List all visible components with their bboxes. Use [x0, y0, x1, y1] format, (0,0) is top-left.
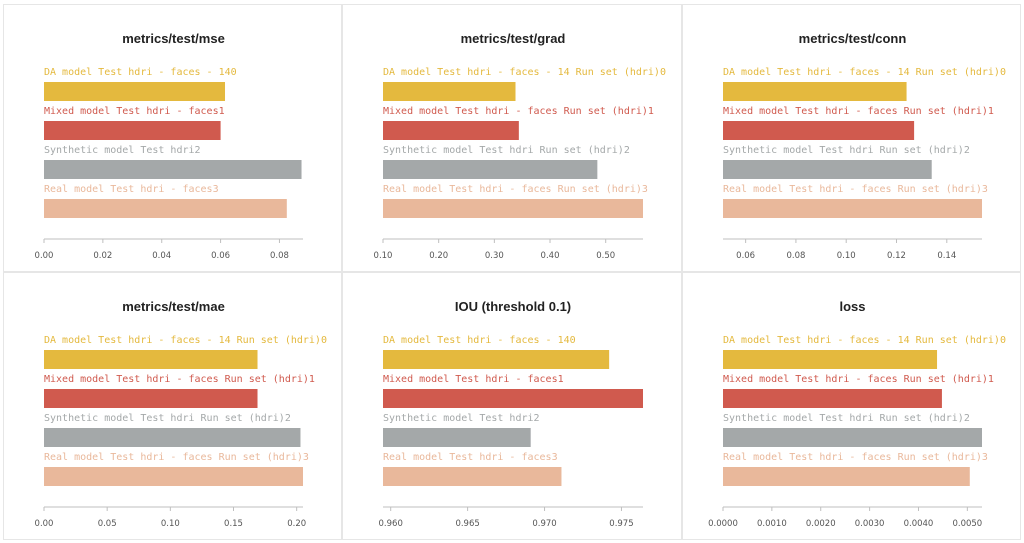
bar-label: DA model Test hdri - faces - 14 Run set … [44, 335, 327, 346]
bar-label: Real model Test hdri - faces Run set (hd… [723, 452, 988, 463]
chart-panel: metrics/test/mae DA model Test hdri - fac… [3, 272, 342, 540]
bar[interactable] [723, 121, 915, 140]
bar[interactable] [383, 389, 643, 408]
bar[interactable] [44, 428, 301, 447]
x-tick-label: 0.0050 [952, 519, 982, 529]
bar[interactable] [383, 82, 516, 101]
bar-label: DA model Test hdri - faces - 14 Run set … [383, 67, 666, 78]
chart-svg: metrics/test/mae DA model Test hdri - fac… [35, 299, 327, 529]
bar[interactable] [723, 428, 982, 447]
bar-label: DA model Test hdri - faces - 14 Run set … [723, 335, 1006, 346]
chart-panel: metrics/test/conn DA model Test hdri - fa… [682, 4, 1021, 272]
chart-panel: loss DA model Test hdri - faces - 14 Run … [682, 272, 1021, 540]
chart-title: metrics/test/grad [461, 31, 566, 46]
bar[interactable] [383, 467, 562, 486]
chart-title: metrics/test/conn [799, 31, 907, 46]
x-tick-label: 0.15 [224, 519, 243, 529]
bar-label: Real model Test hdri - faces Run set (hd… [723, 184, 988, 195]
bar-label: Synthetic model Test hdri Run set (hdri)… [723, 145, 970, 156]
bar[interactable] [723, 199, 982, 218]
chart-svg: IOU (threshold 0.1) DA model Test hdri - … [379, 299, 643, 529]
bar[interactable] [44, 389, 258, 408]
bar[interactable] [383, 121, 519, 140]
x-tick-label: 0.08 [786, 251, 805, 261]
bar-label: Mixed model Test hdri - faces Run set (h… [383, 106, 654, 117]
x-tick-label: 0.10 [161, 519, 180, 529]
bar[interactable] [723, 160, 932, 179]
chart-svg: metrics/test/grad DA model Test hdri - fa… [374, 31, 666, 261]
bar-label: Synthetic model Test hdri2 [44, 145, 201, 156]
bar-label: Mixed model Test hdri - faces Run set (h… [44, 374, 315, 385]
x-tick-label: 0.0020 [806, 519, 836, 529]
x-tick-label: 0.06 [211, 251, 230, 261]
x-tick-label: 0.0010 [757, 519, 787, 529]
bar-label: Mixed model Test hdri - faces1 [383, 374, 564, 385]
x-tick-label: 0.965 [455, 519, 479, 529]
x-tick-label: 0.06 [736, 251, 755, 261]
x-tick-label: 0.20 [429, 251, 448, 261]
chart-title: loss [839, 299, 865, 314]
x-tick-label: 0.10 [374, 251, 393, 261]
bar[interactable] [723, 350, 938, 369]
chart-title: metrics/test/mse [122, 31, 225, 46]
x-tick-label: 0.970 [532, 519, 556, 529]
chart-panel: IOU (threshold 0.1) DA model Test hdri - … [342, 272, 682, 540]
bar[interactable] [44, 121, 221, 140]
chart-svg: metrics/test/mse DA model Test hdri - fac… [35, 31, 303, 261]
x-tick-label: 0.14 [937, 251, 956, 261]
bar[interactable] [723, 389, 942, 408]
bar-label: Synthetic model Test hdri Run set (hdri)… [723, 413, 970, 424]
x-tick-label: 0.02 [93, 251, 112, 261]
chart-svg: loss DA model Test hdri - faces - 14 Run … [708, 299, 1006, 529]
x-tick-label: 0.0000 [708, 519, 738, 529]
bar-label: Real model Test hdri - faces3 [44, 184, 219, 195]
chart-title: metrics/test/mae [122, 299, 225, 314]
x-tick-label: 0.20 [287, 519, 306, 529]
x-tick-label: 0.975 [609, 519, 633, 529]
bar[interactable] [723, 82, 907, 101]
bar[interactable] [44, 467, 303, 486]
bar[interactable] [44, 82, 226, 101]
x-tick-label: 0.30 [485, 251, 504, 261]
bar-label: DA model Test hdri - faces - 14 Run set … [723, 67, 1006, 78]
x-tick-label: 0.40 [541, 251, 560, 261]
bar[interactable] [44, 350, 258, 369]
chart-panel: metrics/test/mse DA model Test hdri - fac… [3, 4, 342, 272]
x-tick-label: 0.12 [887, 251, 906, 261]
bar-label: Synthetic model Test hdri Run set (hdri)… [44, 413, 291, 424]
x-tick-label: 0.0030 [855, 519, 885, 529]
x-tick-label: 0.0040 [904, 519, 934, 529]
x-tick-label: 0.05 [98, 519, 117, 529]
bar-label: DA model Test hdri - faces - 140 [383, 335, 576, 346]
bar[interactable] [44, 199, 287, 218]
x-tick-label: 0.00 [35, 251, 54, 261]
bar-label: Real model Test hdri - faces Run set (hd… [44, 452, 309, 463]
bar[interactable] [44, 160, 302, 179]
bar-label: Real model Test hdri - faces3 [383, 452, 558, 463]
bar-label: Synthetic model Test hdri Run set (hdri)… [383, 145, 630, 156]
bar-label: Mixed model Test hdri - faces1 [44, 106, 225, 117]
bar-label: Mixed model Test hdri - faces Run set (h… [723, 106, 994, 117]
bar[interactable] [383, 199, 643, 218]
bar-label: DA model Test hdri - faces - 140 [44, 67, 237, 78]
bar[interactable] [383, 160, 598, 179]
x-tick-label: 0.08 [270, 251, 289, 261]
bar[interactable] [383, 428, 531, 447]
bar-label: Synthetic model Test hdri2 [383, 413, 540, 424]
chart-svg: metrics/test/conn DA model Test hdri - fa… [723, 31, 1006, 261]
x-tick-label: 0.960 [379, 519, 403, 529]
bar[interactable] [723, 467, 970, 486]
bar[interactable] [383, 350, 610, 369]
bar-label: Real model Test hdri - faces Run set (hd… [383, 184, 648, 195]
x-tick-label: 0.50 [596, 251, 615, 261]
x-tick-label: 0.04 [152, 251, 171, 261]
chart-title: IOU (threshold 0.1) [455, 299, 571, 314]
bar-label: Mixed model Test hdri - faces Run set (h… [723, 374, 994, 385]
x-tick-label: 0.10 [837, 251, 856, 261]
x-tick-label: 0.00 [35, 519, 54, 529]
chart-panel: metrics/test/grad DA model Test hdri - fa… [342, 4, 682, 272]
